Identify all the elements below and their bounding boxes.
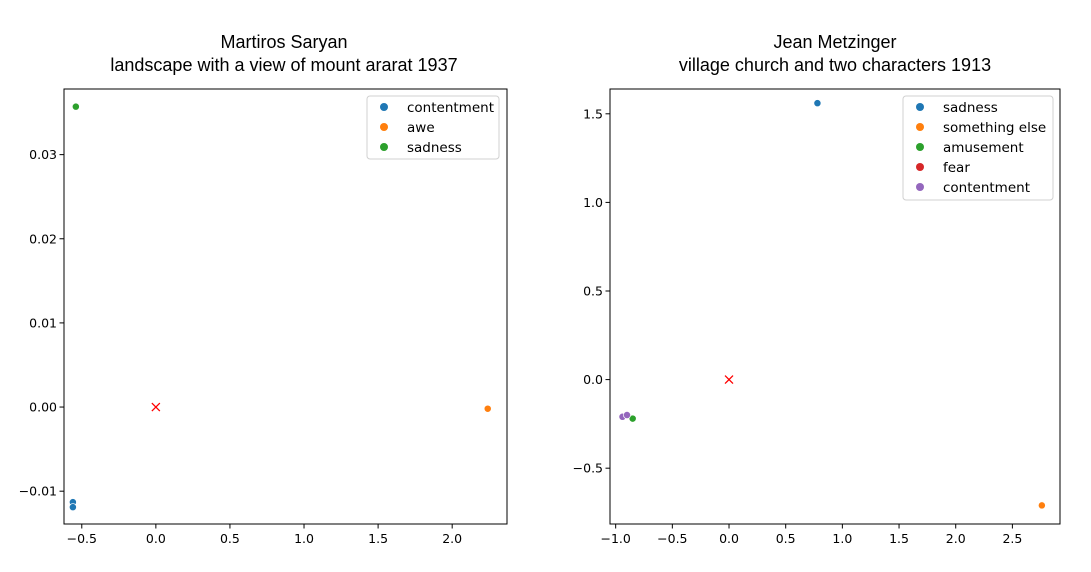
right-point-amusement xyxy=(628,414,637,423)
right-y-tick-label: 1.0 xyxy=(583,195,603,210)
left-x-tick-label: 0.5 xyxy=(220,531,240,546)
right-legend-label: amusement xyxy=(943,140,1024,156)
right-x-tick-label: 2.5 xyxy=(1002,531,1022,546)
right-legend-box xyxy=(902,95,1054,201)
left-y-tick-label: 0.01 xyxy=(29,315,57,330)
left-x-tick-label: −0.5 xyxy=(67,531,97,546)
right-x-tick-label: 1.5 xyxy=(889,531,909,546)
right-plot-frame xyxy=(609,88,1061,525)
right-y-tick-label: −0.5 xyxy=(573,461,603,476)
left-y-tick-label: 0.00 xyxy=(29,400,57,415)
right-y-tick-label: 1.5 xyxy=(583,106,603,121)
right-y-tick-label: 0.0 xyxy=(583,372,603,387)
left-legend-label: sadness xyxy=(407,140,462,156)
right-x-tick-label: 0.0 xyxy=(719,531,739,546)
chart-title-right-work: village church and two characters 1913 xyxy=(678,55,992,75)
left-y-tick-label: −0.01 xyxy=(19,484,57,499)
left-legend-marker xyxy=(380,103,388,111)
right-point-sadness xyxy=(813,99,822,108)
left-plot: −0.5 0.0 0.5 1.0 1.5 2.0 −0.01 0.00 0.01 0.02 0.03… xyxy=(19,88,508,546)
left-plot-frame xyxy=(63,88,508,525)
left-legend-marker xyxy=(380,143,388,151)
right-x-tick-label: 1.0 xyxy=(832,531,852,546)
chart-title-left-artist: Martiros Saryan xyxy=(220,32,348,52)
left-x-tick-label: 0.0 xyxy=(146,531,166,546)
right-point-contentment xyxy=(623,411,631,419)
right-legend-marker xyxy=(916,103,924,111)
right-origin-marker xyxy=(724,375,734,385)
left-y-tick-label: 0.03 xyxy=(29,147,57,162)
right-x-tick-label: −1.0 xyxy=(600,531,630,546)
left-x-tick-label: 1.5 xyxy=(368,531,388,546)
left-y-tick-label: 0.02 xyxy=(29,231,57,246)
right-legend-label: something else xyxy=(943,120,1046,136)
left-legend-label: awe xyxy=(407,120,435,136)
right-x-tick-label: 0.5 xyxy=(776,531,796,546)
left-legend-marker xyxy=(380,123,388,131)
right-x-tick-label: −0.5 xyxy=(657,531,687,546)
right-legend-marker xyxy=(916,183,924,191)
right-legend-label: sadness xyxy=(943,100,998,116)
chart-title-left: Martiros Saryan landscape with a view of… xyxy=(64,31,504,77)
right-legend-marker xyxy=(916,143,924,151)
chart-title-right: Jean Metzinger village church and two ch… xyxy=(610,31,1060,77)
right-legend-label: fear xyxy=(943,160,970,176)
left-point-awe xyxy=(483,404,492,413)
left-point-contentment xyxy=(68,503,77,512)
right-legend-marker xyxy=(916,123,924,131)
right-x-tick-label: 2.0 xyxy=(946,531,966,546)
right-legend-label: contentment xyxy=(943,180,1030,196)
right-point-something-else xyxy=(1037,501,1046,510)
left-legend-label: contentment xyxy=(407,100,494,116)
left-origin-marker xyxy=(151,402,161,412)
left-x-tick-label: 1.0 xyxy=(294,531,314,546)
left-x-tick-label: 2.0 xyxy=(442,531,462,546)
left-point-sadness xyxy=(71,102,80,111)
chart-title-left-work: landscape with a view of mount ararat 19… xyxy=(110,55,458,75)
left-legend-box xyxy=(366,95,500,160)
right-legend-marker xyxy=(916,163,924,171)
right-y-tick-label: 0.5 xyxy=(583,283,603,298)
right-plot: −1.0 −0.5 0.0 0.5 1.0 1.5 2.0 2.5 −0.5 0.0 0.5 1.0 1… xyxy=(573,88,1061,546)
chart-title-right-artist: Jean Metzinger xyxy=(773,32,897,52)
